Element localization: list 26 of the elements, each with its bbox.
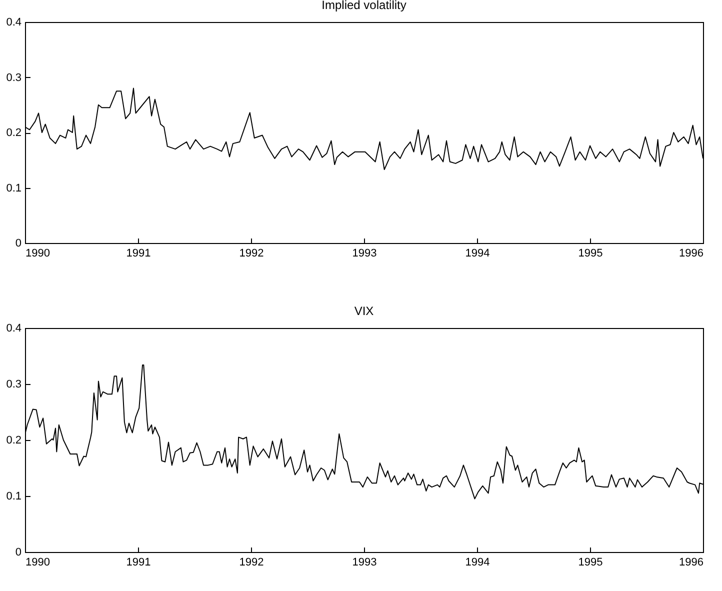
x-tick-label: 1996 xyxy=(679,556,704,568)
y-tick-label: 0.2 xyxy=(6,127,22,139)
y-tick-label: 0.3 xyxy=(6,72,22,84)
y-tick-label: 0.3 xyxy=(6,378,22,390)
y-tick-label: 0 xyxy=(15,238,22,250)
x-tick-label: 1995 xyxy=(578,248,603,260)
chart-title: Implied volatility xyxy=(322,0,406,12)
x-tick-label: 1991 xyxy=(126,248,151,260)
y-tick-label: 0.4 xyxy=(6,16,22,28)
x-tick-label: 1993 xyxy=(352,248,377,260)
chart-title: VIX xyxy=(354,304,374,318)
x-tick-label: 1992 xyxy=(239,556,264,568)
y-tick-label: 0.1 xyxy=(6,490,22,502)
y-tick-label: 0.2 xyxy=(6,434,22,446)
x-tick-label: 1990 xyxy=(26,248,50,260)
y-tick-label: 0.4 xyxy=(6,322,22,334)
y-tick-label: 0.1 xyxy=(6,182,22,194)
x-tick-label: 1996 xyxy=(679,248,704,260)
x-tick-label: 1993 xyxy=(352,556,377,568)
x-tick-label: 1995 xyxy=(578,556,603,568)
x-tick-label: 1990 xyxy=(26,556,50,568)
x-tick-label: 1991 xyxy=(126,556,151,568)
x-tick-label: 1994 xyxy=(465,556,490,568)
x-tick-label: 1992 xyxy=(239,248,264,260)
y-tick-label: 0 xyxy=(15,546,22,558)
x-tick-label: 1994 xyxy=(465,248,490,260)
